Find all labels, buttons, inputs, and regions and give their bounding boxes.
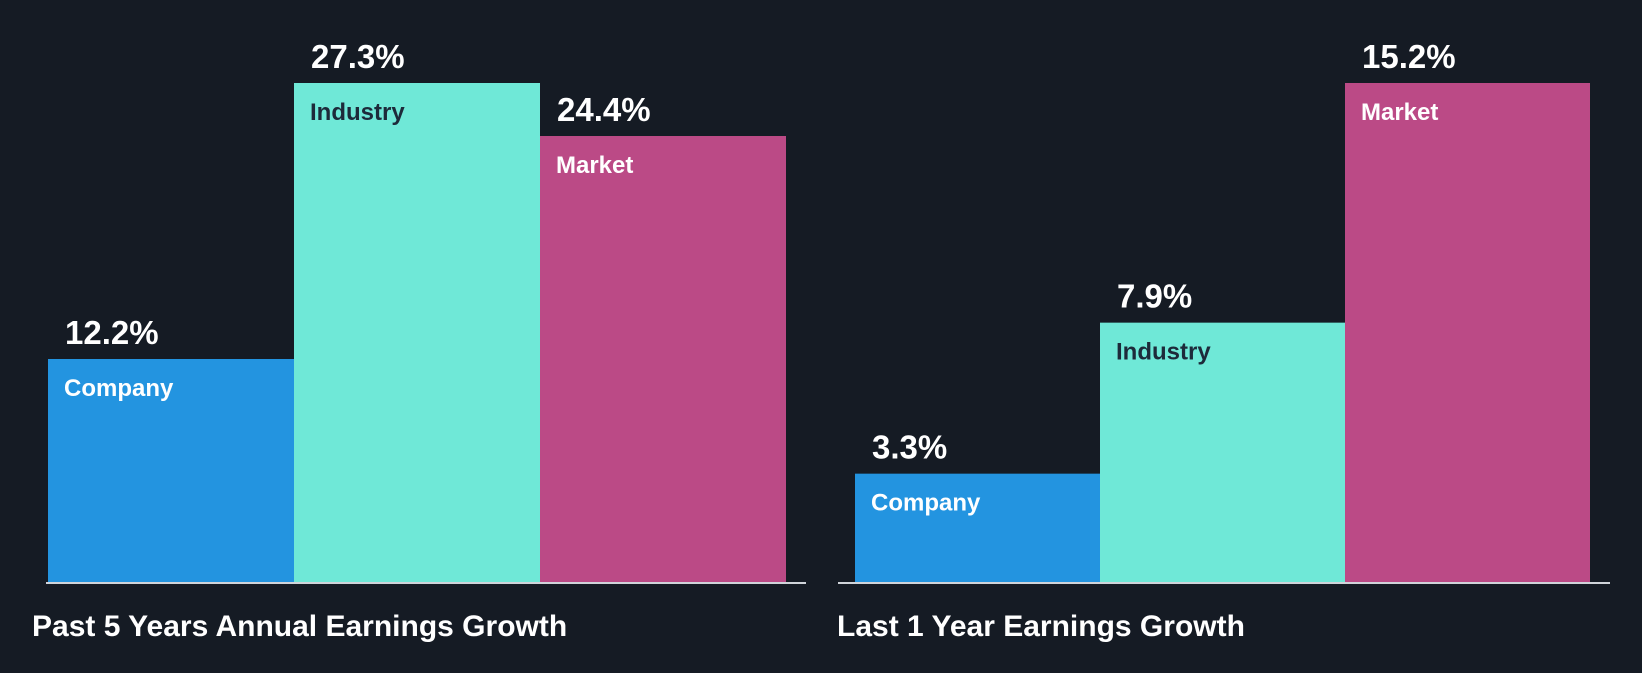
chart-title: Last 1 Year Earnings Growth (837, 610, 1245, 643)
value-label-market: 24.4% (557, 91, 651, 128)
bar-industry (1100, 322, 1345, 582)
value-label-company: 12.2% (65, 314, 159, 351)
value-label-market: 15.2% (1362, 38, 1456, 75)
value-label-industry: 7.9% (1117, 278, 1192, 315)
bar-market (1345, 83, 1590, 582)
chart-panel-2: 3.3% Company 7.9% Industry 15.2% Market Last 1… (837, 38, 1610, 643)
value-label-industry: 27.3% (311, 38, 405, 75)
category-label-industry: Industry (1116, 339, 1211, 366)
bar-company (855, 473, 1100, 582)
bar-company (48, 359, 294, 582)
bar-market (540, 136, 786, 582)
chart-title: Past 5 Years Annual Earnings Growth (32, 610, 567, 643)
chart-panel-1: 12.2% Company 27.3% Industry 24.4% Market Past… (32, 38, 806, 643)
category-label-market: Market (1361, 99, 1438, 126)
bar-industry (294, 83, 540, 582)
category-label-market: Market (556, 152, 633, 179)
category-label-company: Company (64, 375, 174, 402)
category-label-company: Company (871, 490, 981, 517)
category-label-industry: Industry (310, 99, 405, 126)
value-label-company: 3.3% (872, 429, 947, 466)
